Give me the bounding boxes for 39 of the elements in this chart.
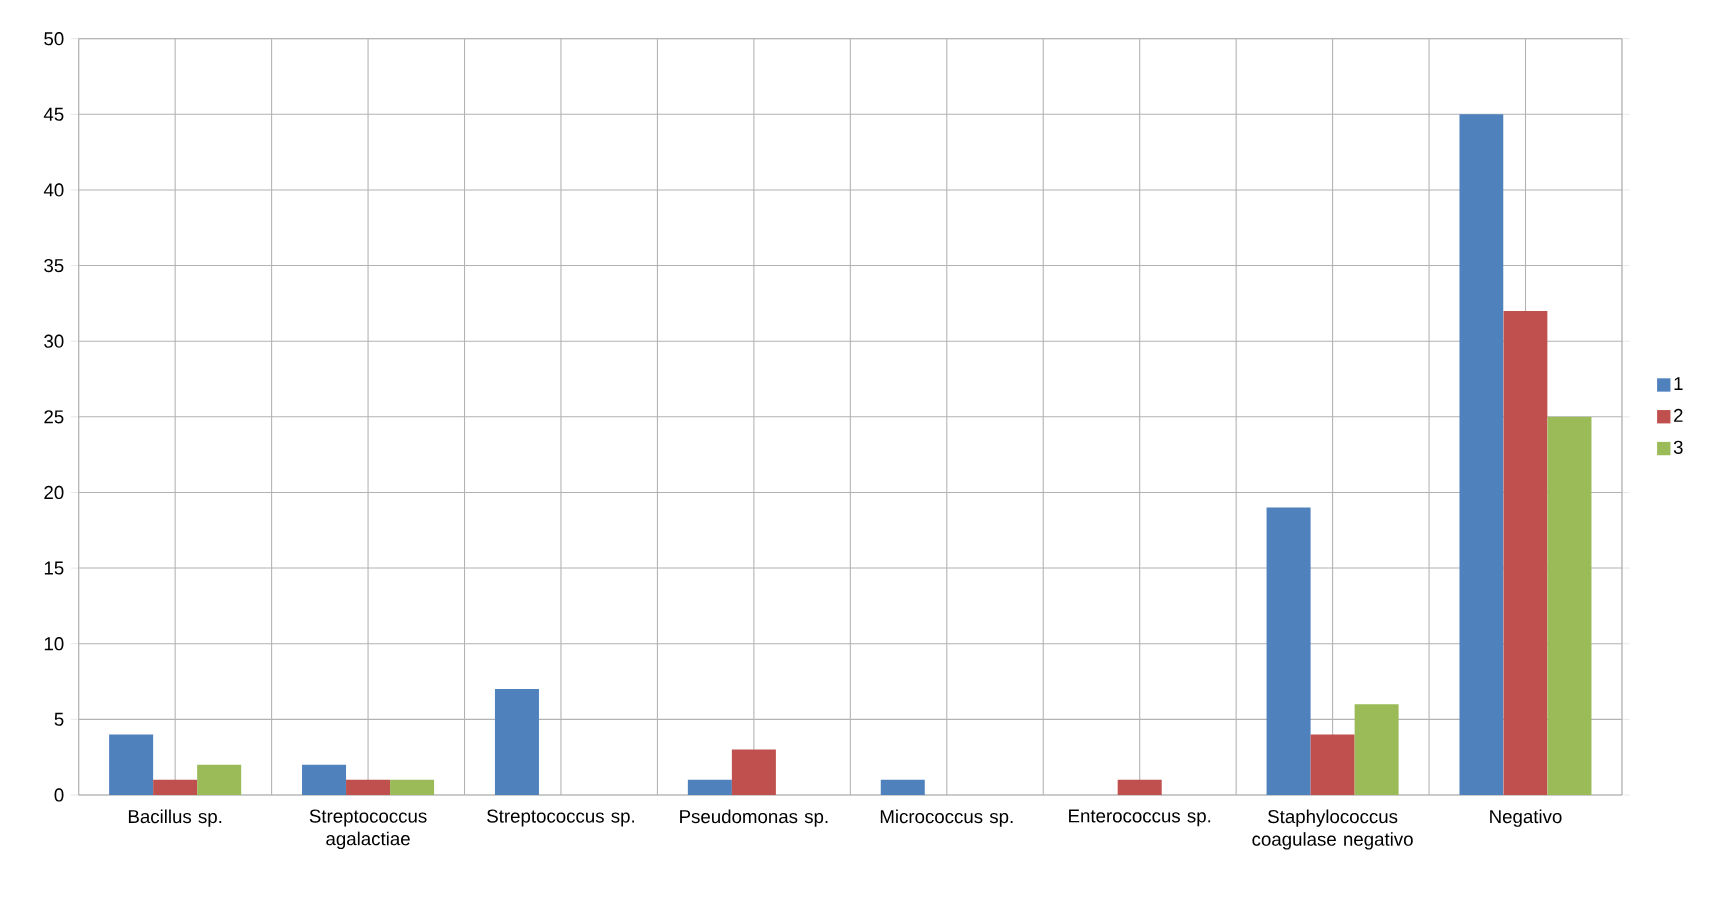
x-tick-label: Streptococcus sp. [487,809,634,827]
bar [731,749,776,796]
x-tick-label: Pseudomonas sp. [680,809,828,828]
x-tick-label: Staphylococcus coagulase negativo [1252,809,1413,850]
y-tick-label: 50 [44,32,64,46]
x-tick-label: Streptococcus agalactiae [309,809,427,850]
y-tick-label: 25 [44,410,64,424]
y-tick-label: 15 [44,561,64,575]
x-tick-label: Micrococcus sp. [880,809,1013,828]
bar [1547,416,1592,796]
y-tick-label: 40 [43,183,64,197]
x-tick-label: Enterococcus sp. [1069,809,1211,827]
x-tick-label: Negativo [1490,809,1562,828]
y-tick-label: 45 [43,107,64,121]
legend-label: 1 [1674,377,1683,391]
x-tick-label: Bacillus sp. [128,809,222,828]
bar [153,780,198,796]
bar [494,689,539,796]
y-tick-label: 0 [54,788,64,802]
y-tick-label: 35 [44,259,64,273]
bar [1459,114,1504,796]
bar [687,780,732,796]
bar [1503,311,1548,796]
bar [1354,704,1399,796]
bar [109,734,154,796]
bar [1266,507,1311,796]
bar [1117,780,1162,796]
y-tick-label: 5 [54,712,64,727]
bar [346,780,391,796]
bar [197,764,242,796]
bar [302,764,347,796]
y-tick-label: 20 [44,485,64,500]
bar [1310,734,1355,796]
y-tick-label: 30 [44,334,64,348]
bar [880,780,925,796]
legend-label: 3 [1673,440,1683,455]
legend-label: 2 [1674,408,1683,423]
bar [390,780,435,796]
y-tick-label: 10 [44,637,64,651]
